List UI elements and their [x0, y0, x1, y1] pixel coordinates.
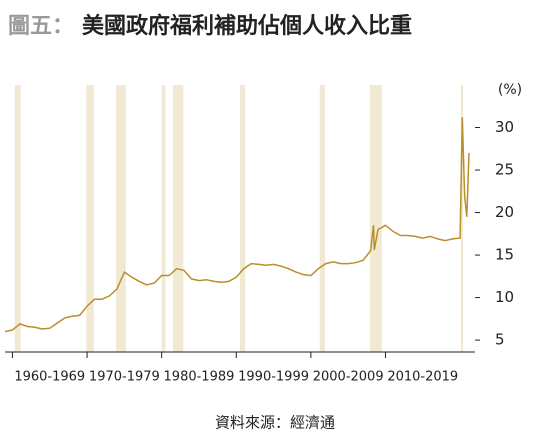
- y-tick-label: 5: [495, 331, 505, 349]
- recession-band: [369, 85, 382, 352]
- y-tick-label: 15: [495, 246, 514, 264]
- recession-band: [86, 85, 94, 352]
- figure-label: 圖五：: [8, 14, 74, 39]
- recession-band: [319, 85, 326, 352]
- recession-band: [240, 85, 246, 352]
- y-tick-label: 10: [495, 288, 514, 306]
- recession-band: [116, 85, 126, 352]
- y-tick-label: 20: [495, 203, 514, 221]
- recession-band: [161, 85, 166, 352]
- x-tick-label: 2000-2009: [313, 370, 384, 385]
- y-tick-label: 25: [495, 161, 514, 179]
- x-tick-label: 1960-1969: [14, 370, 85, 385]
- x-tick-label: 1990-1999: [238, 370, 309, 385]
- x-tick-label: 1970-1979: [89, 370, 160, 385]
- chart-title: 美國政府福利補助佔個人收入比重: [82, 13, 412, 39]
- x-tick-label: 1980-1989: [164, 370, 235, 385]
- recession-band: [172, 85, 184, 352]
- y-unit: (%): [498, 82, 522, 98]
- recession-band: [14, 85, 21, 352]
- y-tick-label: 30: [495, 118, 514, 136]
- recession-band: [460, 85, 464, 352]
- data-line: [4, 117, 470, 333]
- x-tick-label: 2010-2019: [387, 370, 458, 385]
- source: 資料來源：經濟通: [215, 414, 335, 432]
